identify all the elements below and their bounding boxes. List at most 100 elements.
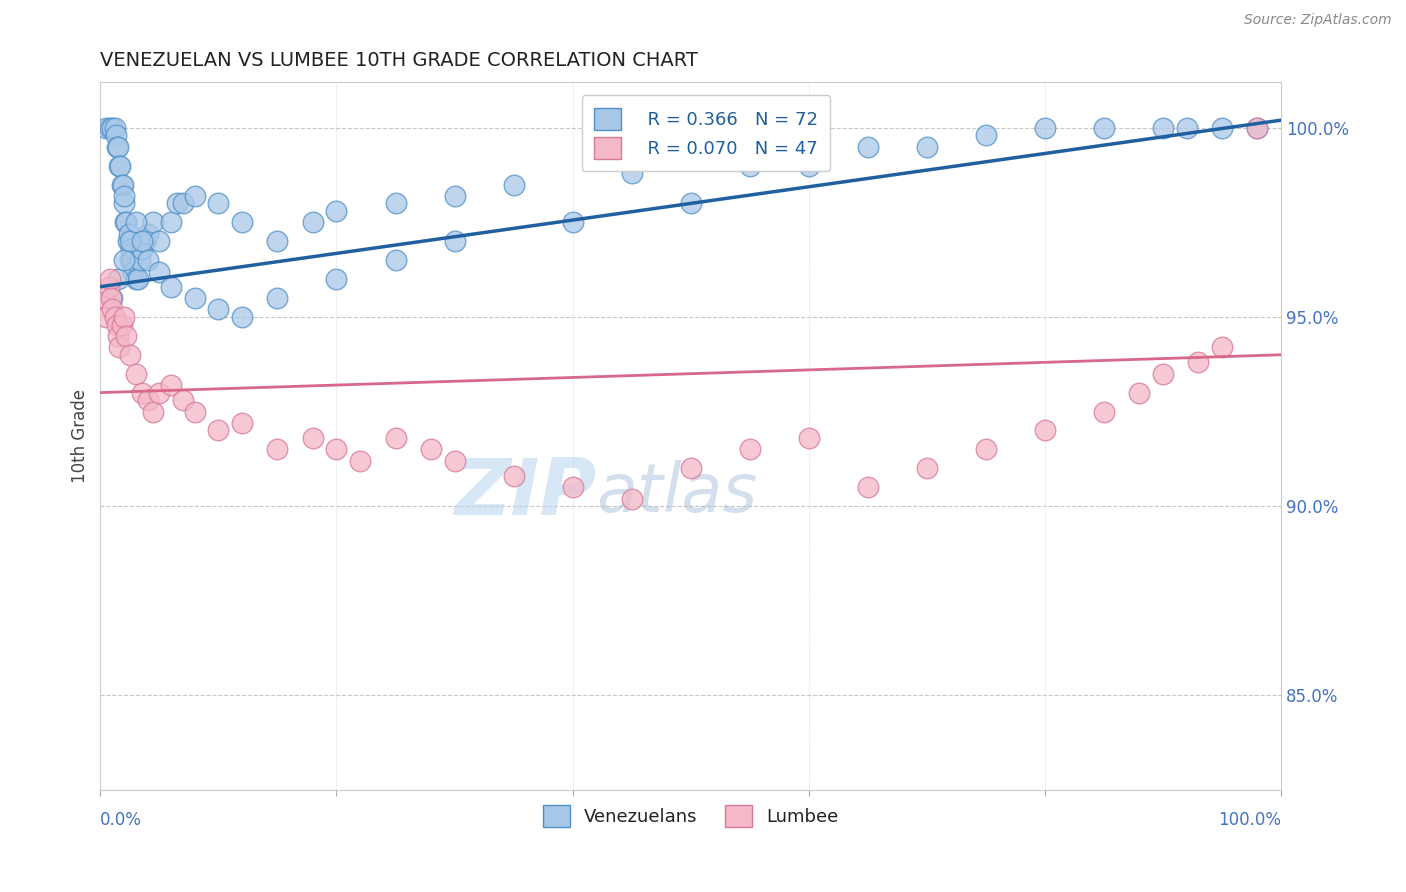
Point <box>184 404 207 418</box>
Point <box>419 442 441 457</box>
Point <box>1246 120 1268 135</box>
Point <box>384 196 406 211</box>
Point <box>101 302 124 317</box>
Point <box>266 442 288 457</box>
Point <box>110 178 132 192</box>
Point <box>1187 355 1209 369</box>
Point <box>502 178 524 192</box>
Point <box>111 178 134 192</box>
Point <box>1152 120 1174 135</box>
Point <box>101 120 124 135</box>
Point <box>107 329 129 343</box>
Point <box>93 291 115 305</box>
Point <box>118 253 141 268</box>
Point <box>1152 367 1174 381</box>
Point <box>302 431 325 445</box>
Point <box>110 159 132 173</box>
Point <box>856 480 879 494</box>
Point <box>266 234 288 248</box>
Point <box>115 215 138 229</box>
Point <box>125 215 148 229</box>
Legend: Venezuelans, Lumbee: Venezuelans, Lumbee <box>536 797 846 834</box>
Point <box>125 367 148 381</box>
Point <box>134 234 156 248</box>
Point <box>136 227 159 241</box>
Point <box>118 227 141 241</box>
Point <box>96 310 118 324</box>
Point <box>915 461 938 475</box>
Point <box>98 120 121 135</box>
Point <box>105 318 128 332</box>
Point <box>679 461 702 475</box>
Point <box>797 151 820 165</box>
Point <box>302 215 325 229</box>
Point <box>148 385 170 400</box>
Point <box>1092 404 1115 418</box>
Point <box>266 291 288 305</box>
Point <box>121 253 143 268</box>
Point <box>131 234 153 248</box>
Point <box>231 416 253 430</box>
Point <box>125 272 148 286</box>
Point <box>325 272 347 286</box>
Point <box>1033 424 1056 438</box>
Point <box>160 279 183 293</box>
Point <box>110 318 132 332</box>
Point <box>443 454 465 468</box>
Point <box>561 215 583 229</box>
Point <box>98 272 121 286</box>
Point <box>502 468 524 483</box>
Point <box>108 159 131 173</box>
Point <box>142 215 165 229</box>
Point <box>148 264 170 278</box>
Point <box>115 329 138 343</box>
Point <box>148 234 170 248</box>
Point <box>443 189 465 203</box>
Point <box>974 128 997 143</box>
Text: VENEZUELAN VS LUMBEE 10TH GRADE CORRELATION CHART: VENEZUELAN VS LUMBEE 10TH GRADE CORRELAT… <box>100 51 699 70</box>
Point <box>184 291 207 305</box>
Point <box>1128 385 1150 400</box>
Point <box>797 159 820 173</box>
Point <box>105 139 128 153</box>
Point <box>207 424 229 438</box>
Point <box>915 139 938 153</box>
Point <box>103 310 125 324</box>
Point <box>207 302 229 317</box>
Point <box>160 215 183 229</box>
Point <box>349 454 371 468</box>
Point <box>172 196 194 211</box>
Point <box>114 215 136 229</box>
Point <box>172 393 194 408</box>
Point <box>142 404 165 418</box>
Point <box>107 139 129 153</box>
Point <box>112 189 135 203</box>
Point <box>1092 120 1115 135</box>
Point <box>1211 340 1233 354</box>
Point <box>207 196 229 211</box>
Point <box>104 128 127 143</box>
Point <box>1211 120 1233 135</box>
Point <box>620 166 643 180</box>
Point <box>108 340 131 354</box>
Point <box>384 431 406 445</box>
Point <box>107 272 129 286</box>
Point <box>231 215 253 229</box>
Point <box>131 385 153 400</box>
Point <box>120 242 142 256</box>
Point <box>738 442 761 457</box>
Text: 0.0%: 0.0% <box>100 811 142 829</box>
Point <box>103 120 125 135</box>
Point <box>738 159 761 173</box>
Point <box>561 480 583 494</box>
Text: 100.0%: 100.0% <box>1218 811 1281 829</box>
Point <box>136 253 159 268</box>
Point <box>184 189 207 203</box>
Point <box>112 196 135 211</box>
Text: ZIP: ZIP <box>454 455 596 531</box>
Point <box>129 253 152 268</box>
Point <box>231 310 253 324</box>
Point <box>443 234 465 248</box>
Point <box>325 204 347 219</box>
Point <box>100 291 122 305</box>
